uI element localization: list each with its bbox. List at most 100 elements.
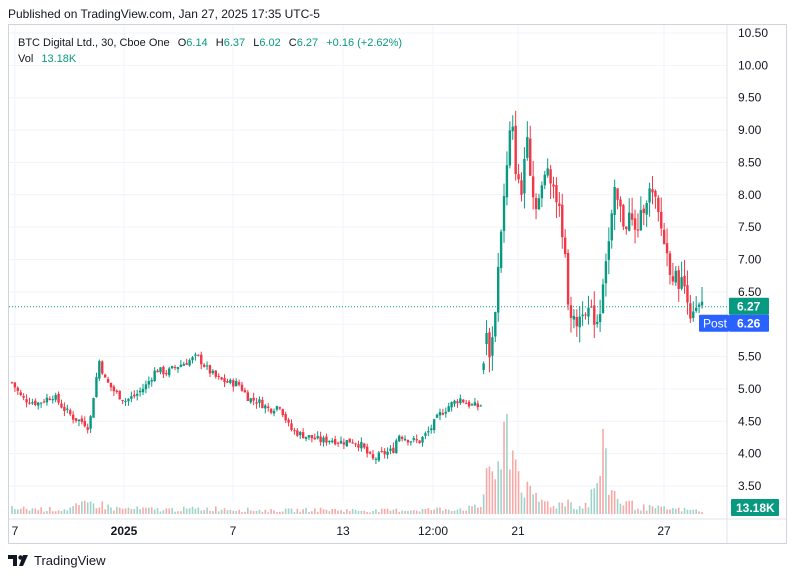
post-tag-label: Post: [703, 317, 728, 331]
candle-body: [51, 399, 54, 401]
candle-body: [301, 432, 305, 439]
x-tick-label: 2025: [111, 524, 138, 538]
volume-bar: [506, 413, 508, 514]
candle-body: [526, 136, 529, 158]
candle-body: [520, 180, 523, 195]
volume-bar: [491, 471, 494, 514]
volume-bar: [264, 509, 267, 514]
candle-body: [628, 212, 631, 231]
candle-body: [325, 436, 328, 443]
candle-body: [383, 451, 386, 455]
candle-body: [438, 412, 442, 416]
volume-bar: [686, 509, 689, 514]
candle-body: [39, 402, 43, 404]
volume-bar: [657, 505, 660, 514]
candle-body: [677, 270, 680, 289]
candlestick-chart[interactable]: 10.5010.009.509.008.508.007.507.006.506.…: [9, 25, 787, 544]
candle-body: [415, 439, 418, 441]
candle-body: [360, 441, 363, 449]
candle-body: [377, 452, 381, 461]
candle-body: [601, 284, 605, 314]
candle-body: [162, 366, 165, 375]
candle-body: [546, 168, 549, 176]
volume-bar: [674, 508, 677, 514]
chart-frame[interactable]: 10.5010.009.509.008.508.007.507.006.506.…: [8, 24, 787, 544]
volume-bar: [343, 511, 345, 514]
volume-bar: [424, 508, 427, 514]
volume-bar: [159, 511, 162, 514]
ohlc-row: BTC Digital Ltd., 30, Cboe One O6.14 H6.…: [18, 35, 402, 51]
volume-bar: [334, 508, 336, 514]
volume-bar: [130, 508, 133, 514]
volume-bar: [241, 511, 243, 514]
volume-bar: [523, 497, 526, 514]
candle-body: [561, 204, 564, 238]
volume-bar: [392, 509, 395, 514]
candle-body: [333, 439, 337, 445]
volume-bar: [587, 507, 590, 514]
candle-body: [232, 380, 235, 387]
candle-body: [339, 440, 343, 444]
candle-body: [115, 390, 119, 392]
volume-bar: [86, 502, 89, 514]
volume-bar: [529, 485, 532, 514]
volume-bar: [570, 502, 572, 514]
candle-body: [697, 304, 701, 307]
candle-body: [77, 419, 81, 422]
volume-bar: [299, 511, 302, 514]
volume-bar: [666, 509, 668, 514]
candle-body: [310, 435, 314, 439]
volume-bar: [145, 507, 147, 514]
candle-body: [575, 316, 579, 327]
volume-bar: [214, 506, 217, 514]
volume-bar: [92, 503, 95, 514]
volume-bar: [363, 510, 366, 514]
candle-body: [543, 174, 546, 186]
volume-bar: [669, 509, 671, 514]
volume-bar: [348, 511, 351, 514]
volume-bar: [313, 508, 316, 514]
candle-body: [668, 253, 672, 275]
vol-label: Vol: [18, 53, 34, 65]
candle-body: [22, 396, 25, 398]
volume-bar: [69, 507, 72, 514]
candle-body: [66, 408, 69, 410]
volume-bar: [247, 507, 249, 514]
volume-bar: [25, 508, 28, 514]
candle-body: [683, 275, 686, 287]
candle-body: [450, 402, 453, 408]
candle-body: [552, 184, 555, 187]
candle-body: [584, 314, 587, 316]
candle-body: [48, 398, 52, 400]
candle-body: [517, 174, 520, 180]
candle-body: [220, 377, 223, 380]
x-tick-label: 7: [12, 524, 19, 538]
volume-bar: [133, 509, 136, 514]
volume-bar: [439, 507, 441, 514]
symbol-label: BTC Digital Ltd., 30, Cboe One: [18, 37, 170, 49]
volume-bar: [698, 511, 700, 514]
candle-body: [243, 390, 247, 393]
y-tick-label: 8.50: [738, 155, 762, 169]
candle-body: [255, 402, 258, 404]
candle-body: [246, 392, 250, 402]
post-price-tag: [729, 314, 769, 332]
candle-body: [549, 169, 552, 184]
volume-bar: [619, 503, 622, 514]
volume-bar: [296, 508, 299, 514]
volume-bar: [206, 507, 208, 514]
candle-body: [165, 372, 168, 375]
volume-bar: [645, 510, 648, 514]
volume-bar: [683, 507, 686, 514]
candle-body: [380, 451, 383, 453]
volume-bar: [511, 450, 514, 514]
candle-body: [156, 370, 159, 373]
y-tick-label: 5.00: [738, 382, 762, 396]
candle-body: [226, 381, 229, 383]
candle-body: [473, 402, 477, 406]
candle-body: [430, 428, 433, 431]
post-price-label: 6.26: [737, 317, 761, 331]
volume-bar: [447, 509, 450, 514]
candle-body: [176, 367, 180, 370]
volume-bar: [142, 507, 144, 514]
